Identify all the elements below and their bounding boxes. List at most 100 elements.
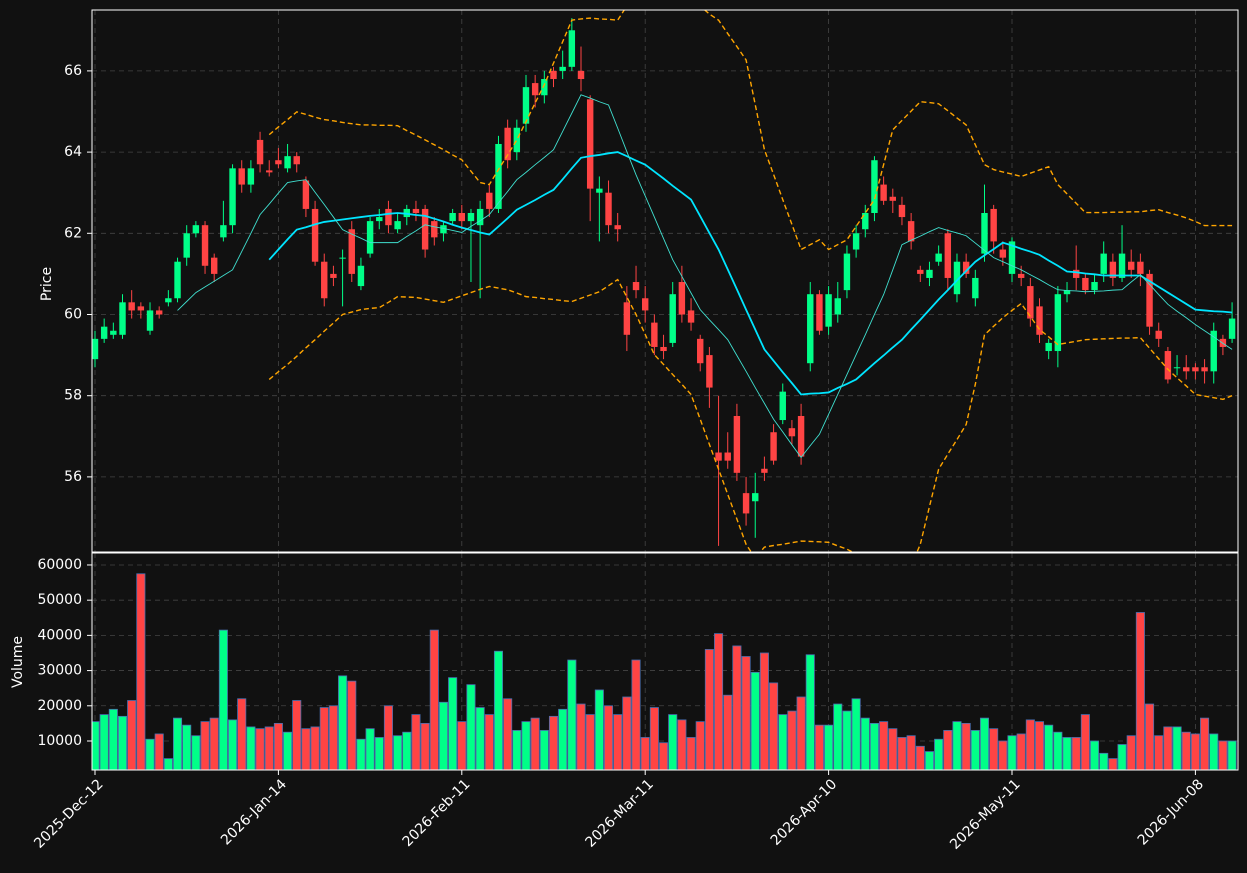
volume-bar — [860, 717, 870, 770]
volume-bar — [1007, 735, 1017, 770]
candle-body — [871, 160, 878, 213]
candle-body — [1201, 367, 1208, 372]
volume-bar — [869, 722, 879, 770]
volume-bar — [173, 717, 183, 770]
candle-body — [376, 217, 383, 222]
volume-bar — [512, 730, 522, 770]
volume-bar — [943, 730, 953, 770]
volume-bar — [503, 698, 513, 770]
volume-bar — [228, 719, 238, 770]
volume-bar — [319, 707, 329, 770]
candle-body — [137, 306, 145, 311]
volume-tick-label: 30000 — [37, 663, 82, 679]
candle-body — [421, 208, 429, 250]
candle-body — [1192, 367, 1199, 372]
candle-body — [1146, 273, 1153, 327]
candle-body — [256, 139, 264, 165]
candle-body — [880, 184, 887, 201]
volume-bar — [154, 733, 164, 770]
candle-body — [944, 233, 952, 278]
volume-bar — [934, 738, 944, 770]
volume-bar — [1163, 726, 1173, 770]
volume-bar — [704, 649, 714, 770]
overlay-line — [268, 10, 1233, 251]
volume-bar — [1145, 703, 1155, 770]
volume-bar — [769, 682, 779, 770]
volume-bar — [283, 731, 293, 770]
candle-body — [541, 79, 548, 96]
volume-tick-label: 20000 — [37, 698, 82, 714]
candle-body — [742, 493, 750, 514]
candle-body — [660, 346, 667, 352]
volume-bar — [191, 735, 201, 770]
volume-bar — [649, 707, 659, 770]
y-tick-label: 56 — [64, 469, 82, 485]
volume-bar — [1218, 740, 1228, 770]
volume-bar — [787, 710, 797, 770]
candle-body — [632, 282, 640, 291]
candle-body — [1128, 261, 1135, 270]
candle-body — [275, 160, 282, 165]
volume-bar — [824, 724, 834, 770]
candle-body — [1164, 351, 1172, 380]
candle-body — [1100, 253, 1107, 274]
candle-body — [816, 294, 823, 331]
volume-bar — [365, 728, 375, 770]
candle-body — [605, 192, 612, 226]
candle-body — [687, 310, 695, 323]
price-frame — [91, 9, 1239, 553]
volume-bar — [723, 694, 733, 770]
volume-bar — [778, 714, 788, 770]
volume-bar — [136, 573, 146, 770]
volume-bar — [1209, 733, 1219, 770]
candle-body — [1137, 261, 1144, 274]
volume-bar — [1099, 752, 1109, 770]
volume-axis-label: Volume — [10, 636, 26, 688]
candle-body — [522, 87, 530, 124]
candle-body — [834, 298, 841, 315]
candle-body — [155, 310, 163, 315]
candle-body — [1027, 286, 1034, 319]
candle-body — [229, 168, 236, 226]
volume-bar — [851, 698, 861, 770]
candle-body — [165, 298, 172, 303]
volume-bar — [200, 721, 210, 770]
candle-body — [641, 298, 649, 311]
volume-bar — [879, 721, 889, 770]
volume-bar — [897, 737, 907, 770]
candle-body — [449, 212, 456, 222]
volume-bar — [1190, 733, 1200, 770]
candle-body — [1173, 367, 1181, 369]
candle-body — [651, 322, 658, 347]
volume-bar — [237, 698, 247, 770]
volume-bar — [677, 719, 687, 770]
volume-bar — [411, 714, 421, 770]
volume-bar — [117, 715, 128, 770]
candle-body — [440, 225, 447, 234]
candle-body — [92, 338, 99, 360]
candle-body — [394, 221, 401, 230]
candle-body — [761, 468, 768, 473]
volume-bar — [805, 654, 815, 770]
volume-bar — [374, 737, 384, 770]
volume-bar — [1090, 740, 1100, 770]
volume-bar — [970, 730, 980, 770]
volume-bar — [1200, 717, 1210, 770]
candle-body — [1091, 282, 1098, 291]
candle-body — [779, 391, 786, 421]
volume-bar — [1117, 744, 1127, 770]
candle-body — [458, 212, 466, 222]
candle-body — [201, 225, 209, 266]
candle-body — [348, 229, 355, 274]
candle-body — [311, 208, 319, 262]
volume-bar — [741, 656, 751, 770]
volume-bar — [796, 696, 806, 770]
overlay-lines — [177, 10, 1233, 552]
volume-bar — [255, 728, 265, 770]
volume-bar — [218, 629, 228, 770]
volume-bar — [273, 722, 283, 770]
candle-body — [366, 221, 374, 254]
candle-body — [1008, 241, 1016, 274]
candle-body — [1118, 253, 1126, 278]
candle-body — [247, 168, 255, 185]
